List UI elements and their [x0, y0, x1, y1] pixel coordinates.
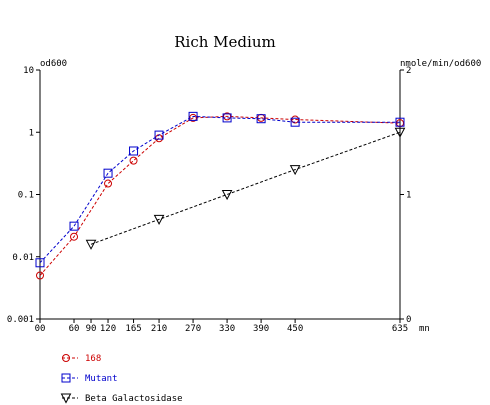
- data-point-circle: [36, 271, 44, 280]
- series-square: [35, 111, 405, 268]
- left-axis-tick-label: 0.1: [18, 191, 34, 201]
- data-point-square: [103, 168, 113, 178]
- legend-label: 168: [85, 354, 101, 364]
- chart-title: Rich Medium: [174, 33, 275, 51]
- x-axis-tick-label: 165: [125, 324, 141, 334]
- legend-label: Mutant: [85, 374, 118, 384]
- legend-item: 168: [62, 354, 101, 364]
- x-axis-tick-label: 00: [35, 324, 46, 334]
- data-point-triangle: [60, 393, 72, 404]
- data-point-triangle: [85, 239, 97, 250]
- data-point-square: [69, 221, 79, 231]
- data-point-square: [188, 111, 198, 121]
- right-axis-label: nmole/min/od600: [400, 59, 481, 69]
- series-layer: [35, 111, 406, 280]
- series-line: [39, 115, 401, 276]
- series-circle: [36, 112, 404, 280]
- x-axis-tick-label: 390: [253, 324, 269, 334]
- data-point-triangle: [289, 165, 301, 176]
- left-axis-label: od600: [40, 59, 67, 69]
- left-axis-tick-label: 0.001: [7, 315, 34, 325]
- right-axis-tick-label: 2: [406, 66, 411, 76]
- x-axis-tick-label: 270: [185, 324, 201, 334]
- data-point-triangle: [394, 127, 406, 138]
- data-point-square: [129, 146, 139, 156]
- data-point-square: [61, 373, 71, 383]
- data-point-square: [35, 258, 45, 268]
- data-point-circle: [70, 232, 79, 241]
- x-axis-tick-label: 330: [219, 324, 235, 334]
- legend: 168 Mutant Beta Galactosidase: [60, 354, 183, 404]
- data-point-square: [256, 114, 266, 124]
- left-axis-tick-label: 10: [23, 66, 34, 76]
- x-axis-tick-label: 120: [100, 324, 116, 334]
- data-point-square: [154, 130, 164, 140]
- data-point-triangle: [221, 190, 233, 201]
- data-point-circle: [104, 179, 113, 188]
- x-axis-tick-label: 90: [86, 324, 97, 334]
- x-axis-unit: mn: [419, 324, 430, 334]
- x-axis-tick-label: 60: [69, 324, 80, 334]
- data-point-circle: [129, 156, 138, 165]
- left-axis-tick-label: 1: [29, 128, 34, 138]
- left-axis-tick-label: 0.01: [12, 253, 34, 263]
- data-point-triangle: [153, 214, 165, 225]
- legend-item: Beta Galactosidase: [60, 393, 183, 404]
- data-point-square: [222, 113, 232, 123]
- x-axis-tick-label: 210: [151, 324, 167, 334]
- x-axis-tick-label: 635: [392, 324, 408, 334]
- data-point-circle: [62, 354, 70, 362]
- data-point-square: [290, 117, 300, 127]
- x-axis-tick-label: 450: [287, 324, 303, 334]
- right-axis-tick-label: 0: [406, 315, 411, 325]
- legend-item: Mutant: [61, 373, 118, 384]
- series-triangle-down: [85, 127, 406, 250]
- right-axis-tick-label: 1: [406, 191, 411, 201]
- legend-label: Beta Galactosidase: [85, 394, 183, 404]
- series-line: [39, 115, 400, 264]
- data-point-square: [395, 117, 405, 127]
